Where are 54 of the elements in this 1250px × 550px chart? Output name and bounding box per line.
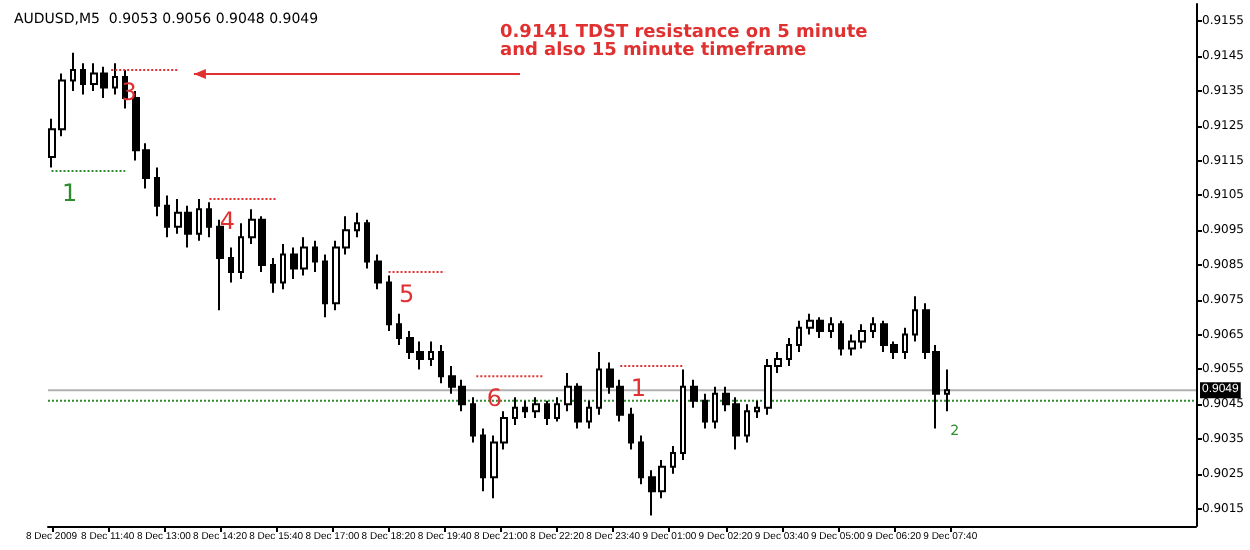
candlestick [196, 197, 202, 242]
candlestick [480, 427, 486, 493]
candlestick [228, 246, 234, 284]
candlestick [744, 403, 750, 444]
annotation: 0.9141 TDST resistance on 5 minute and also 15 minute timeframe [500, 23, 868, 61]
candlestick [680, 368, 686, 461]
candlestick [902, 326, 908, 360]
candlestick [522, 399, 528, 420]
candlestick [838, 319, 844, 357]
candlestick [828, 316, 834, 340]
candlestick [270, 257, 276, 294]
candlestick [628, 406, 634, 451]
candlestick [670, 444, 676, 475]
candlestick [912, 295, 918, 343]
candlestick [596, 351, 602, 416]
series-label: 4 [219, 206, 236, 235]
candlestick [80, 62, 86, 96]
series-label: 6 [486, 384, 502, 413]
candlestick [438, 344, 444, 385]
series-label: 1 [61, 179, 78, 208]
candlestick [312, 239, 318, 273]
candlestick [322, 253, 328, 319]
candlestick [216, 218, 224, 312]
candlestick [206, 201, 212, 239]
candlestick [354, 211, 360, 239]
series-label: 5 [398, 279, 415, 308]
candlestick [690, 378, 698, 409]
candlestick [112, 62, 118, 96]
candlestick [386, 274, 392, 333]
candlestick [70, 51, 76, 92]
candlestick [638, 434, 644, 486]
candlestick [944, 368, 950, 413]
candlestick [702, 392, 708, 430]
candlestick [512, 396, 518, 427]
candlestick [470, 396, 476, 444]
candlestick [554, 396, 560, 423]
series-label: 3 [121, 78, 137, 107]
candlestick [870, 316, 876, 340]
candlestick [532, 396, 540, 420]
candlestick [238, 222, 244, 280]
candlestick [796, 319, 802, 353]
candlestick [396, 312, 402, 347]
candlestick [164, 194, 170, 239]
candlestick [754, 399, 760, 420]
candlestick [586, 399, 592, 430]
candlestick [374, 253, 382, 291]
series-label: 1 [630, 373, 646, 402]
candlestick [544, 399, 550, 427]
candlestick [280, 243, 286, 291]
candlestick [786, 337, 792, 367]
candlestick [364, 218, 370, 270]
candlestick [428, 340, 434, 367]
candlestick [712, 385, 718, 430]
candlestick [154, 166, 160, 218]
